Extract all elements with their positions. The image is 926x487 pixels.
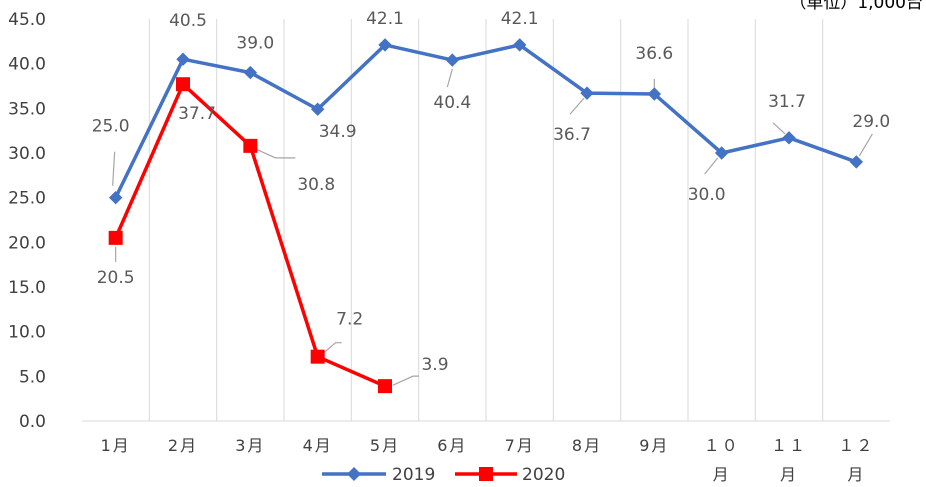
point-2019 xyxy=(580,86,594,100)
leader-line xyxy=(704,157,719,175)
y-tick-label: 10.0 xyxy=(8,323,46,343)
series-markers xyxy=(108,38,864,394)
x-tick-label: 9月 xyxy=(639,436,669,455)
category-gridlines xyxy=(148,19,824,421)
data-label-2019: 34.9 xyxy=(319,122,357,142)
data-label-2019: 42.1 xyxy=(366,9,404,29)
data-label-2019: 40.5 xyxy=(169,11,207,31)
point-2019 xyxy=(310,102,325,116)
y-axis-ticks: 0.0 5.0 10.0 15.0 20.0 25.0 30.0 35.0 40.0 45.0 xyxy=(8,10,46,432)
unit-note: （単位）1,000台 xyxy=(789,0,923,13)
x-tick-label: 1月 xyxy=(101,436,131,455)
legend-marker-2019 xyxy=(347,467,361,481)
y-tick-label: 0.0 xyxy=(19,412,46,432)
legend-label-2019: 2019 xyxy=(392,465,435,485)
x-axis-ticks: 1月 2月 3月 4月 5月 6月 7月 8月 9月 １０ 月 １１ 月 １２ 月 xyxy=(101,436,874,484)
data-label-2019: 30.0 xyxy=(688,185,726,205)
leader-line xyxy=(569,97,585,115)
x-tick-label-line: 5月 xyxy=(370,436,400,455)
x-tick-label: 3月 xyxy=(235,436,265,455)
data-label-2019: 25.0 xyxy=(92,117,130,137)
data-labels: 25.0 40.5 39.0 34.9 42.1 40.4 42.1 36.7 36.6 30.0… xyxy=(92,9,891,375)
data-label-2020: 20.5 xyxy=(97,268,135,288)
x-tick-label: 7月 xyxy=(505,436,535,455)
point-2019 xyxy=(714,146,729,160)
point-2019 xyxy=(108,190,123,205)
leader-line xyxy=(322,342,342,355)
data-label-2019: 40.4 xyxy=(433,93,471,113)
data-label-2020: 37.7 xyxy=(178,104,216,124)
y-tick-label: 30.0 xyxy=(8,144,46,164)
x-tick-label: 5月 xyxy=(370,436,400,455)
point-2019 xyxy=(782,131,796,145)
leader-line xyxy=(446,68,453,88)
data-label-2019: 36.6 xyxy=(635,44,673,64)
point-2020 xyxy=(176,77,190,92)
x-tick-label-line: 3月 xyxy=(235,436,265,455)
data-label-2019: 36.7 xyxy=(553,125,591,145)
y-tick-label: 5.0 xyxy=(19,367,46,387)
point-2020 xyxy=(108,230,123,245)
y-tick-label: 20.0 xyxy=(8,233,46,253)
data-label-2020: 30.8 xyxy=(297,175,335,195)
point-2020 xyxy=(378,379,392,394)
data-label-2019: 42.1 xyxy=(501,9,539,29)
y-tick-label: 25.0 xyxy=(8,189,46,209)
x-tick-label-line: 7月 xyxy=(505,436,535,455)
legend: 2019 2020 xyxy=(322,465,565,485)
point-2019 xyxy=(176,52,190,66)
data-label-2019: 39.0 xyxy=(236,34,274,54)
point-2020 xyxy=(310,349,325,364)
leader-line xyxy=(772,122,786,135)
leader-line xyxy=(858,133,873,157)
x-tick-label-line: １０ xyxy=(704,436,740,455)
data-label-2019: 31.7 xyxy=(768,92,806,112)
x-tick-label: 2月 xyxy=(168,436,198,455)
y-tick-label: 45.0 xyxy=(8,10,46,30)
legend-label-2020: 2020 xyxy=(522,465,565,485)
x-tick-label-line: 月 xyxy=(713,465,731,484)
series-line-2019 xyxy=(114,43,857,199)
x-tick-label-line: 1月 xyxy=(101,436,131,455)
x-tick-label-line: １２ xyxy=(838,436,874,455)
x-tick-label: １０ 月 xyxy=(704,436,740,484)
x-tick-label-line: 月 xyxy=(847,465,865,484)
label-leader-lines xyxy=(112,68,873,386)
data-label-2020: 7.2 xyxy=(336,310,363,330)
x-tick-label: 4月 xyxy=(303,436,333,455)
x-tick-label: 6月 xyxy=(437,436,467,455)
x-tick-label-line: 4月 xyxy=(303,436,333,455)
point-2019 xyxy=(243,65,258,80)
leader-line xyxy=(255,148,296,159)
point-2019 xyxy=(512,38,527,52)
y-tick-label: 35.0 xyxy=(8,99,46,119)
point-2019 xyxy=(647,87,662,101)
x-tick-label-line: １１ xyxy=(771,436,807,455)
data-label-2019: 29.0 xyxy=(852,112,890,132)
point-2019 xyxy=(445,53,460,67)
point-2019 xyxy=(849,155,864,169)
point-2019 xyxy=(378,38,392,52)
x-tick-label: 8月 xyxy=(572,436,602,455)
x-tick-label-line: 月 xyxy=(780,465,798,484)
x-tick-label: １１ 月 xyxy=(771,436,807,484)
x-tick-label-line: 2月 xyxy=(168,436,198,455)
data-label-2020: 3.9 xyxy=(421,355,448,375)
leader-line xyxy=(112,151,116,186)
y-tick-label: 15.0 xyxy=(8,278,46,298)
y-tick-label: 40.0 xyxy=(8,55,46,75)
x-tick-label-line: 6月 xyxy=(437,436,467,455)
point-2020 xyxy=(243,138,258,153)
x-tick-label-line: 8月 xyxy=(572,436,602,455)
leader-line xyxy=(392,375,419,386)
x-tick-label-line: 9月 xyxy=(639,436,669,455)
x-tick-label: １２ 月 xyxy=(838,436,874,484)
legend-marker-2020 xyxy=(479,467,493,481)
